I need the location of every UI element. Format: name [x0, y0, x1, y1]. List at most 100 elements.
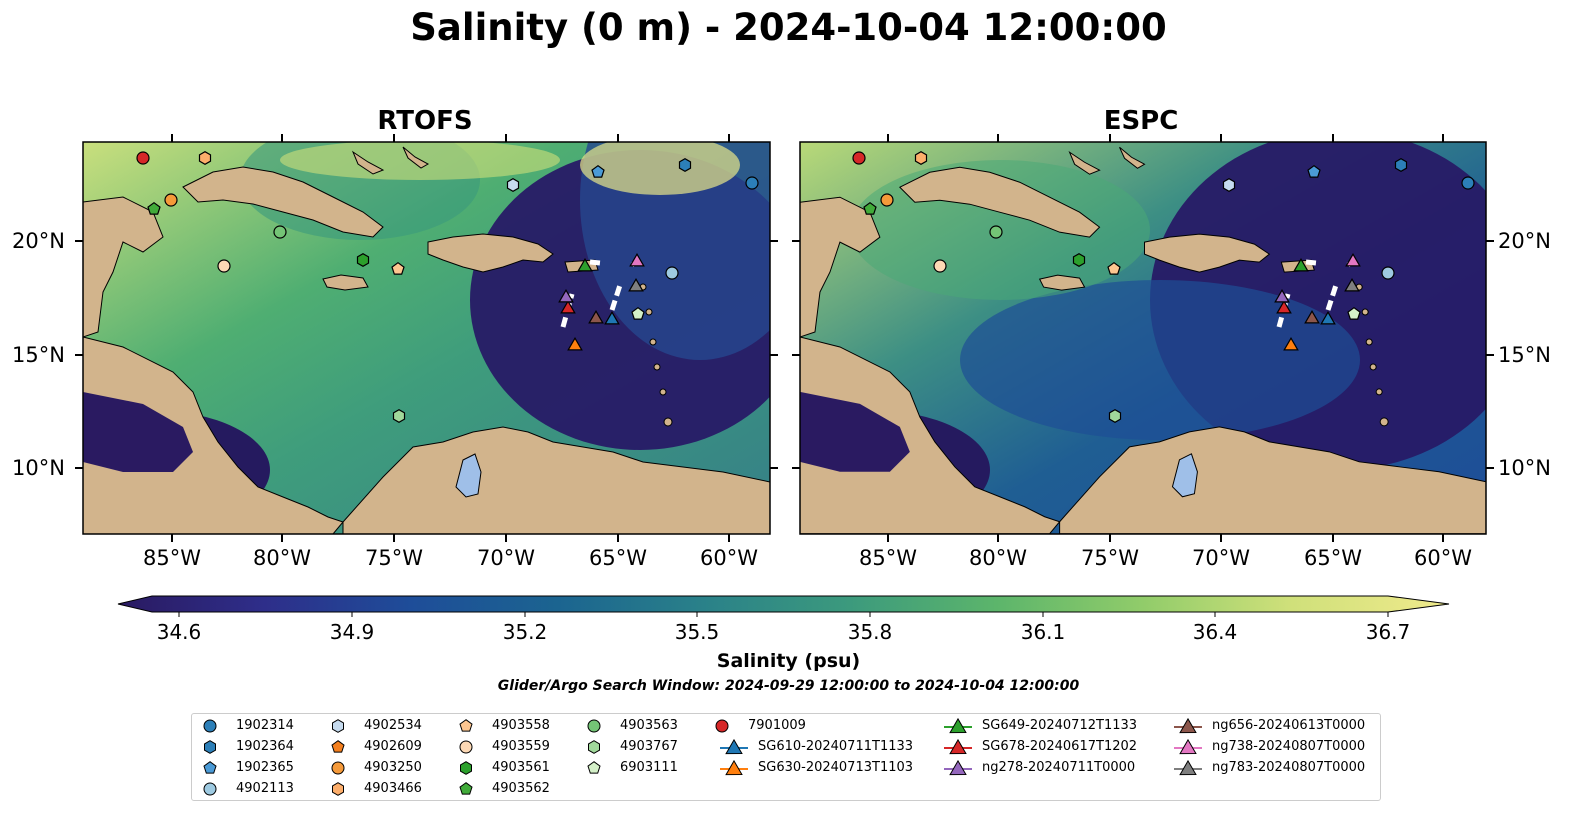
hexagon-marker-icon: [588, 740, 600, 754]
map-espc: [800, 142, 1486, 534]
figure-title: Salinity (0 m) - 2024-10-04 12:00:00: [410, 6, 1167, 49]
legend-label: 6903111: [620, 760, 678, 775]
triangle-marker-icon: [1174, 759, 1202, 776]
lon-label: 85°W: [143, 546, 201, 570]
colorbar-label: Salinity (psu): [716, 650, 861, 672]
pentagon-marker-icon: [459, 719, 473, 732]
colorbar-tick-label: 36.7: [1365, 620, 1411, 644]
circle-marker-icon: [203, 719, 217, 733]
triangle-marker-icon: [944, 717, 972, 734]
legend-label: 4902609: [364, 739, 422, 754]
legend-label: SG630-20240713T1103: [758, 760, 914, 775]
marker-4903559: [217, 259, 231, 273]
hexagon-marker-icon: [460, 761, 472, 775]
marker-4903466: [914, 151, 928, 165]
lat-label-left: 20°N: [12, 229, 65, 253]
lon-label: 75°W: [1081, 546, 1139, 570]
circle-marker-icon: [203, 782, 217, 796]
marker-ng738-20240807T0000: [629, 253, 645, 267]
triangle-marker-icon: [1174, 717, 1202, 734]
lat-label-left: 10°N: [12, 456, 65, 480]
marker-1902314: [745, 176, 759, 190]
glider-track: [589, 259, 601, 266]
map-markers: [136, 151, 1475, 423]
circle-marker-icon: [331, 761, 345, 775]
marker-4903767: [1108, 409, 1122, 423]
axis-ticks: [75, 134, 1494, 542]
marker-4903250: [880, 193, 894, 207]
triangle-marker-icon: [720, 738, 748, 755]
marker-6903111: [1347, 306, 1361, 320]
marker-4903562: [863, 201, 877, 215]
marker-ng783-20240807T0000: [628, 278, 644, 292]
lon-label: 70°W: [1192, 546, 1250, 570]
legend-label: 7901009: [748, 718, 806, 733]
lon-label: 75°W: [365, 546, 423, 570]
marker-SG630-20240713T1103: [567, 337, 583, 351]
legend-label: 4903466: [364, 781, 422, 796]
marker-ng738-20240807T0000: [1345, 253, 1361, 267]
lon-label: 60°W: [1414, 546, 1472, 570]
triangle-marker-icon: [944, 759, 972, 776]
marker-SG610-20240711T1133: [1320, 311, 1336, 325]
marker-4902113: [665, 266, 679, 280]
marker-1902365: [1307, 164, 1321, 178]
marker-ng656-20240613T0000: [1304, 310, 1320, 324]
legend-label: 4903558: [492, 718, 550, 733]
legend-label: SG649-20240712T1133: [982, 718, 1138, 733]
marker-4903563: [989, 225, 1003, 239]
marker-1902364: [678, 158, 692, 172]
search-window-text: Glider/Argo Search Window: 2024-09-29 12…: [497, 678, 1080, 694]
marker-4903559: [933, 259, 947, 273]
marker-ng656-20240613T0000: [588, 310, 604, 324]
panel-title-espc: ESPC: [1103, 106, 1179, 136]
marker-4902534: [506, 178, 520, 192]
legend: 1902314 1902364 1902365 4902113 4902534 49026…: [191, 713, 1381, 801]
colorbar-tick-label: 35.2: [502, 620, 548, 644]
marker-4903561: [1072, 253, 1086, 267]
colorbar-tick-label: 35.8: [847, 620, 893, 644]
marker-1902365: [591, 164, 605, 178]
marker-ng278-20240711T0000: [1274, 289, 1290, 303]
marker-SG678-20240617T1202: [1276, 300, 1292, 314]
marker-7901009: [136, 151, 150, 165]
lon-label: 60°W: [700, 546, 758, 570]
lat-label-right: 15°N: [1498, 343, 1551, 367]
marker-SG678-20240617T1202: [560, 300, 576, 314]
marker-6903111: [631, 306, 645, 320]
legend-label: SG678-20240617T1202: [982, 739, 1138, 754]
legend-label: ng738-20240807T0000: [1212, 739, 1366, 754]
hexagon-marker-icon: [332, 782, 344, 796]
legend-label: 4903561: [492, 760, 550, 775]
colorbar-tick-label: 36.4: [1192, 620, 1238, 644]
legend-label: 4903562: [492, 781, 550, 796]
colorbar: [117, 595, 1450, 617]
lon-label: 65°W: [589, 546, 647, 570]
circle-marker-icon: [715, 719, 729, 733]
marker-SG610-20240711T1133: [604, 311, 620, 325]
map-rtofs: [83, 142, 770, 534]
triangle-marker-icon: [944, 738, 972, 755]
colorbar-tick-label: 35.5: [674, 620, 720, 644]
legend-label: 4903250: [364, 760, 422, 775]
marker-4902113: [1381, 266, 1395, 280]
marker-4902534: [1222, 178, 1236, 192]
glider-track: [1305, 259, 1317, 266]
colorbar-tick-label: 34.9: [329, 620, 375, 644]
pentagon-marker-icon: [459, 782, 473, 795]
lon-label: 85°W: [859, 546, 917, 570]
colorbar-tick-label: 36.1: [1020, 620, 1066, 644]
lat-label-right: 20°N: [1498, 229, 1551, 253]
marker-7901009: [852, 151, 866, 165]
lon-label: 65°W: [1304, 546, 1362, 570]
marker-1902364: [1394, 158, 1408, 172]
lon-label: 80°W: [969, 546, 1027, 570]
marker-4903562: [147, 201, 161, 215]
legend-label: 4903563: [620, 718, 678, 733]
marker-SG649-20240712T1133: [1293, 258, 1309, 272]
triangle-marker-icon: [720, 759, 748, 776]
marker-4903563: [273, 225, 287, 239]
pentagon-marker-icon: [587, 761, 601, 774]
legend-label: ng783-20240807T0000: [1212, 760, 1366, 775]
